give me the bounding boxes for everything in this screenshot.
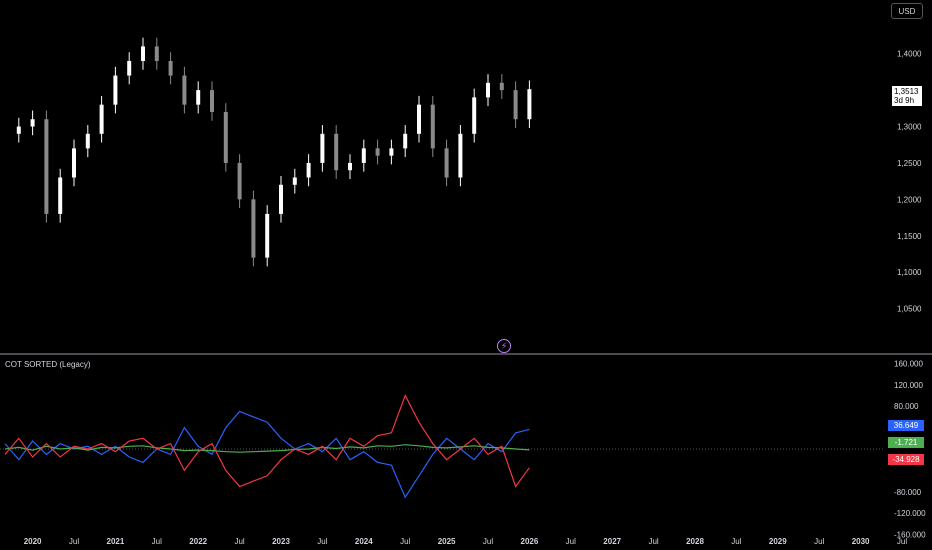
- candle-body: [279, 184, 283, 214]
- candle-body: [30, 119, 35, 127]
- time-tick-label: Jul: [69, 537, 79, 546]
- badge-blue: 36.649: [888, 420, 924, 431]
- time-tick-label: Jul: [400, 537, 410, 546]
- time-tick-label: 2027: [603, 537, 621, 546]
- candle-body: [292, 177, 297, 185]
- candle-body: [210, 90, 214, 112]
- time-tick-label: Jul: [566, 537, 576, 546]
- time-to-close: 3d 9h: [894, 96, 915, 105]
- candle-body: [182, 75, 187, 105]
- candle-body: [223, 111, 228, 163]
- indicator-tick-label: -80.000: [894, 488, 922, 497]
- candle-body: [375, 148, 380, 156]
- indicator-title: COT SORTED (Legacy): [5, 360, 91, 369]
- indicator-tick-label: -120.000: [894, 509, 926, 518]
- last-price-label: 1,3513 3d 9h: [892, 86, 922, 106]
- candle-body: [306, 162, 311, 178]
- candle-body: [417, 104, 421, 134]
- indicator-axis: 160.000 120.000 80.000 -80.000 -120.000 -160.…: [894, 359, 926, 539]
- candle-body: [196, 90, 201, 105]
- candle-body: [320, 133, 325, 163]
- series-line-1: [4, 444, 530, 453]
- last-price-value: 1,3513: [894, 87, 919, 96]
- time-tick-label: 2023: [272, 537, 290, 546]
- time-tick-label: Jul: [648, 537, 658, 546]
- currency-button[interactable]: USD: [891, 3, 923, 19]
- candle-body: [499, 82, 504, 91]
- candle-body: [16, 126, 21, 134]
- candle-body: [154, 46, 159, 61]
- candle-body: [99, 104, 104, 134]
- time-axis: 2020 Jul 2021 Jul 2022 Jul 2023 Jul 2024 Jul 2025 J…: [24, 537, 908, 546]
- candle-body: [251, 199, 256, 258]
- price-tick-label: 1,3000: [897, 123, 922, 132]
- badge-green: -1.721: [888, 437, 924, 448]
- candle-body: [85, 133, 90, 149]
- candle-body: [141, 46, 145, 61]
- candle-body: [486, 82, 490, 98]
- price-tick-label: 1,4000: [897, 50, 922, 59]
- time-tick-label: Jul: [731, 537, 741, 546]
- candle-body: [72, 148, 76, 178]
- candle-body: [389, 148, 394, 156]
- price-tick-label: 1,0500: [897, 305, 922, 314]
- candle-body: [430, 104, 435, 149]
- time-tick-label: 2024: [355, 537, 373, 546]
- candle-body: [361, 148, 366, 163]
- candle-body: [472, 97, 477, 134]
- time-tick-label: Jul: [317, 537, 327, 546]
- time-tick-label: 2026: [521, 537, 539, 546]
- candle-body: [458, 133, 463, 178]
- time-tick-label: Jul: [814, 537, 824, 546]
- price-tick-label: 1,1500: [897, 232, 922, 241]
- price-tick-label: 1,1000: [897, 268, 922, 277]
- indicator-tick-label: -160.000: [894, 531, 926, 540]
- time-tick-label: 2020: [24, 537, 42, 546]
- candle-body: [527, 89, 532, 120]
- candle-body: [113, 75, 118, 105]
- price-tick-label: 1,2000: [897, 195, 922, 204]
- indicator-pane[interactable]: [0, 394, 885, 499]
- time-tick-label: 2021: [107, 537, 125, 546]
- price-pane[interactable]: [16, 37, 532, 267]
- indicator-tick-label: 80.000: [894, 402, 919, 411]
- candle-body: [513, 90, 518, 120]
- candle-body: [44, 119, 49, 214]
- time-tick-label: 2028: [686, 537, 704, 546]
- candle-body: [348, 162, 352, 171]
- time-tick-label: 2029: [769, 537, 787, 546]
- time-tick-label: Jul: [152, 537, 162, 546]
- series-line-0: [4, 410, 530, 499]
- price-tick-label: 1,2500: [897, 159, 922, 168]
- time-tick-label: Jul: [483, 537, 493, 546]
- time-tick-label: 2030: [852, 537, 870, 546]
- badge-red: -34.928: [888, 454, 924, 465]
- candle-body: [127, 60, 132, 76]
- series-line-2: [4, 394, 530, 488]
- candle-body: [237, 162, 242, 200]
- candle-body: [265, 213, 270, 258]
- indicator-tick-label: 120.000: [894, 381, 923, 390]
- candle-body: [444, 148, 449, 178]
- indicator-tick-label: 160.000: [894, 359, 923, 368]
- candle-body: [334, 133, 339, 171]
- time-tick-label: Jul: [234, 537, 244, 546]
- time-tick-label: 2022: [189, 537, 207, 546]
- candle-body: [168, 60, 173, 76]
- candle-body: [403, 133, 408, 149]
- lightning-icon[interactable]: ⚡: [497, 339, 511, 353]
- candle-body: [58, 177, 63, 214]
- time-tick-label: 2025: [438, 537, 456, 546]
- time-tick-label: Jul: [897, 537, 907, 546]
